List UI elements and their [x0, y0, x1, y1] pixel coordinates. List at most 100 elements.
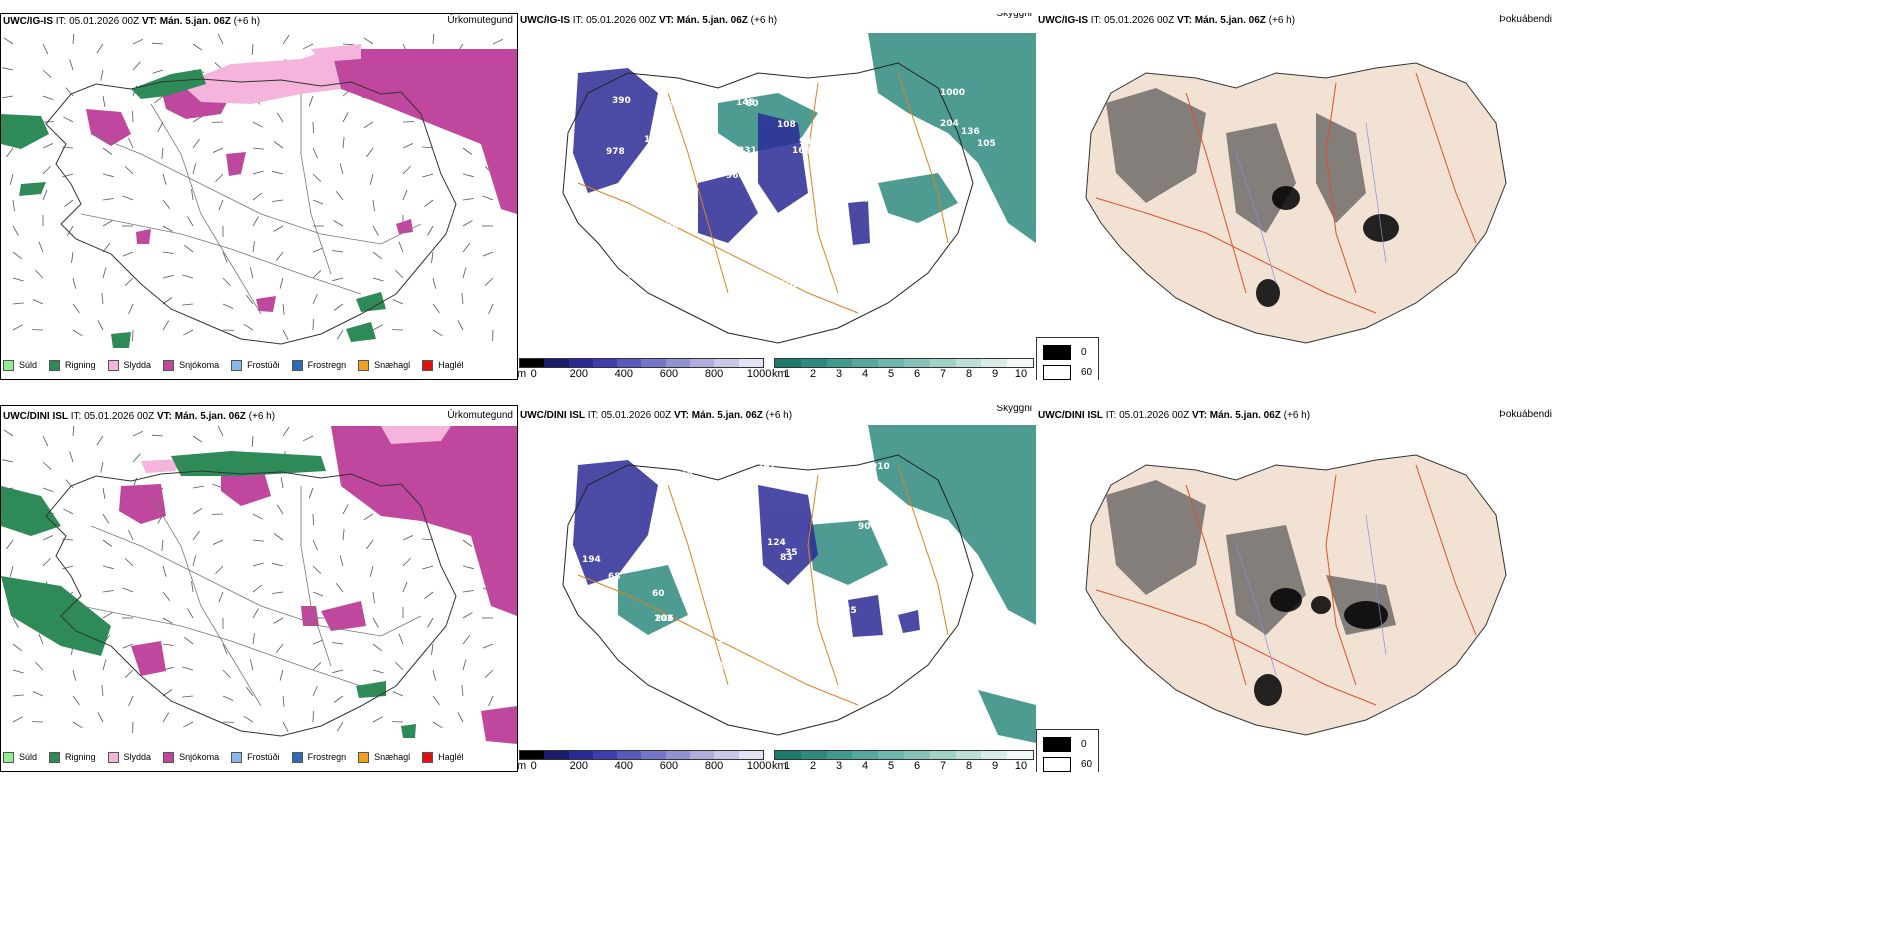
- ceiling-colorbar: 0 200 400 600 800 1000 m: [518, 358, 771, 380]
- legend-swatch: [231, 751, 243, 763]
- wind-barb: [275, 251, 284, 261]
- init-time: 05.01.2026 00Z: [1119, 409, 1190, 421]
- lead-time: (+6 h): [1268, 14, 1296, 26]
- colorbar-step: [520, 359, 545, 367]
- wind-barb: [462, 220, 473, 227]
- wind-barb: [12, 302, 24, 305]
- init-time-label: IT:: [55, 15, 67, 27]
- wind-barb: [488, 695, 494, 707]
- ceiling-value-label: 331: [738, 146, 757, 156]
- colorbar-tick: 2: [809, 368, 817, 380]
- colorbar-step: [775, 751, 801, 759]
- wind-barb: [332, 669, 344, 674]
- legend-swatch: [163, 359, 175, 371]
- wind-barb: [212, 539, 224, 545]
- init-time-label: IT:: [70, 410, 82, 422]
- ceiling-value-label: 110: [819, 642, 838, 652]
- rivers: [1235, 122, 1387, 284]
- legend-item: Snjókoma: [163, 359, 219, 371]
- visibility-colorbar-ramp: [774, 750, 1034, 760]
- legend-swatch: [107, 751, 119, 763]
- wind-barb: [335, 583, 344, 593]
- wind-barb: [215, 173, 224, 183]
- legend-label: Rigning: [65, 752, 96, 762]
- panel-header: UWC/DINI ISL IT: 05.01.2026 00Z VT: Mán.…: [518, 405, 1036, 425]
- ceiling-colorbar-ramp: [519, 750, 764, 760]
- wind-barb: [333, 303, 344, 311]
- wind-barb: [332, 277, 344, 282]
- valid-time: Mán. 5.jan. 06Z: [174, 410, 246, 422]
- visibility-colorbar-ramp: [774, 358, 1034, 368]
- roads-orange: [577, 72, 949, 314]
- wind-barb: [192, 163, 197, 175]
- colorbar-step: [738, 359, 763, 367]
- legend-item: Snæhagl: [358, 359, 410, 371]
- legend-item: Snæhagl: [358, 751, 410, 763]
- wind-barb: [42, 143, 54, 149]
- wind-barb: [124, 277, 134, 286]
- wind-barb: [122, 643, 134, 649]
- wind-barb: [462, 267, 467, 279]
- wind-barb: [462, 243, 471, 253]
- wind-barb: [392, 299, 404, 305]
- wind-barb: [9, 565, 14, 577]
- wind-barbs: [2, 426, 504, 734]
- wind-barb: [372, 643, 382, 652]
- colorbar-step: [641, 359, 666, 367]
- ceiling-area: [573, 460, 920, 637]
- lead-time: (+6 h): [765, 409, 793, 421]
- fog-legend-swatch: [1043, 344, 1071, 360]
- wind-barb: [72, 669, 77, 681]
- visibility-colorbar: 1 2 3 4 5 6 7 8 9 10 km: [772, 750, 1034, 772]
- wind-barb: [336, 721, 344, 732]
- valid-time: Mán. 5.jan. 06Z: [691, 409, 763, 421]
- wind-barb: [101, 293, 104, 305]
- legend-swatch: [358, 359, 370, 371]
- wind-barb: [2, 459, 14, 463]
- ceiling-value-label: 66: [929, 242, 942, 252]
- wind-barb: [222, 695, 234, 701]
- wind-barb: [282, 721, 289, 732]
- wind-barb: [63, 116, 74, 123]
- colorbar-tick: 6: [913, 368, 921, 380]
- ceiling-value-label: 261: [666, 221, 685, 231]
- fog-legend-item: 60: [1043, 754, 1092, 772]
- wind-barb: [154, 95, 164, 104]
- wind-barb: [332, 642, 344, 645]
- model-name: UWC/IG-IS: [520, 14, 570, 26]
- sleet-area: [141, 426, 451, 473]
- wind-barb: [252, 147, 264, 150]
- wind-barb: [184, 636, 194, 645]
- wind-barb: [102, 659, 107, 671]
- ceiling-value-label: 329: [734, 237, 753, 247]
- legend-swatch: [358, 751, 370, 763]
- valid-time: Mán. 5.jan. 06Z: [1209, 409, 1281, 421]
- wind-barb: [372, 591, 375, 603]
- wind-barb: [462, 635, 471, 645]
- wind-barb: [282, 329, 289, 340]
- legend-swatch: [49, 359, 61, 371]
- wind-barb: [100, 69, 104, 81]
- colorbar-step: [617, 751, 642, 759]
- wind-barb: [395, 269, 404, 279]
- fog-legend-item: 60: [1043, 362, 1092, 380]
- wind-barb: [12, 694, 24, 697]
- ceiling-value-label: 161: [832, 214, 851, 224]
- wind-barb: [339, 163, 344, 175]
- wind-barb: [102, 513, 110, 524]
- wind-barb: [488, 303, 494, 315]
- visibility-unit: km: [772, 760, 787, 772]
- fog-legend-item: 0: [1043, 342, 1092, 362]
- colorbar-tick: 4: [861, 760, 869, 772]
- init-time-label: IT:: [572, 14, 584, 26]
- wind-barb: [69, 451, 74, 463]
- wind-barb: [182, 303, 194, 306]
- wind-barb: [251, 43, 254, 56]
- colorbar-step: [929, 359, 956, 367]
- legend-label: Slydda: [123, 752, 152, 762]
- init-time: 05.01.2026 00Z: [601, 409, 672, 421]
- wind-barb: [424, 591, 434, 600]
- init-time: 05.01.2026 00Z: [69, 15, 140, 27]
- legend-swatch: [3, 359, 14, 371]
- colorbar-step: [665, 359, 691, 367]
